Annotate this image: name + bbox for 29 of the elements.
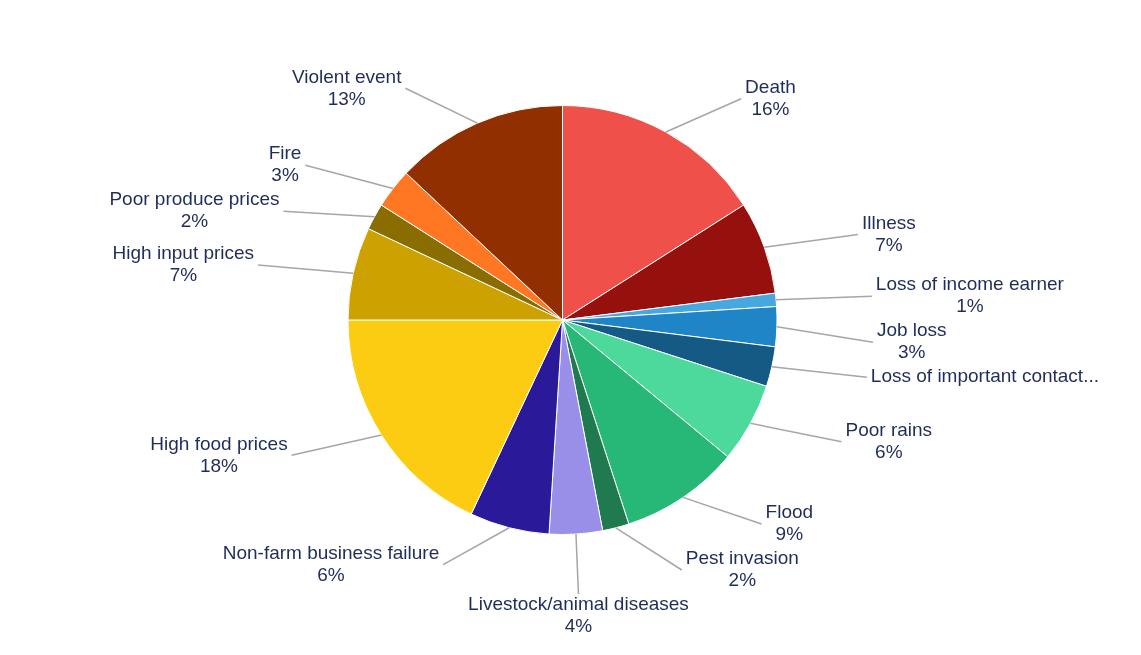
slice-label: Poor rains	[845, 418, 933, 440]
slice-label: High input prices	[112, 242, 255, 264]
slice-label: Poor produce prices	[109, 188, 280, 210]
data-label: 2%	[728, 569, 757, 591]
slice-label: Loss of income earner	[875, 273, 1065, 295]
data-label: 3%	[271, 164, 299, 186]
data-label: 3%	[897, 341, 926, 363]
data-label: 4%	[564, 615, 593, 637]
slice-label: Fire	[268, 142, 302, 164]
data-label: 7%	[169, 264, 198, 286]
data-label: 6%	[875, 440, 903, 462]
slice-label: Pest invasion	[685, 547, 799, 569]
data-label: 7%	[875, 233, 903, 255]
data-label: 18%	[199, 454, 239, 476]
data-label: 1%	[956, 295, 984, 317]
slice-label: Loss of important contact...	[870, 365, 1099, 387]
slice-label: Non-farm business failure	[222, 541, 440, 563]
slice-label: Death	[745, 75, 796, 97]
slice-label: Violent event	[291, 65, 403, 87]
data-label: 9%	[775, 523, 804, 545]
data-label: 13%	[327, 87, 366, 109]
slice-label: Flood	[765, 501, 814, 523]
slice-label: High food prices	[150, 432, 288, 454]
data-label: 2%	[180, 210, 209, 232]
slice-label: Job loss	[876, 319, 947, 341]
slice-label: Illness	[861, 211, 916, 233]
slice-label: Livestock/animal diseases	[468, 593, 689, 615]
data-label: 16%	[751, 97, 790, 119]
data-label: 6%	[317, 563, 345, 585]
